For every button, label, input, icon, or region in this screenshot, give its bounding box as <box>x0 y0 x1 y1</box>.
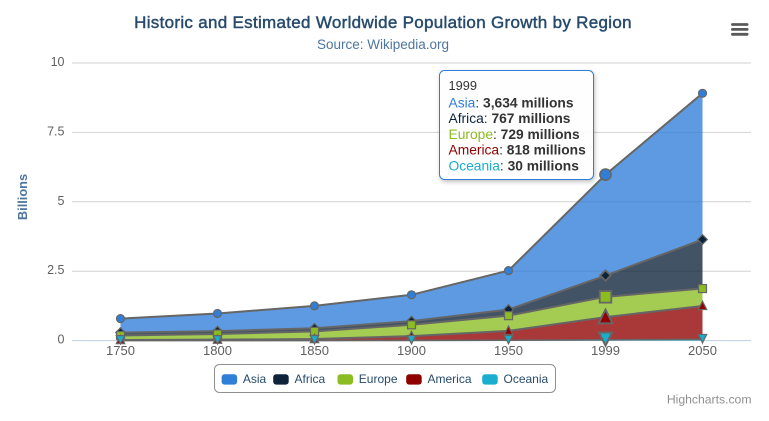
svg-text:Africa: 767 millions: Africa: 767 millions <box>449 111 571 126</box>
svg-text:1999: 1999 <box>449 78 477 93</box>
svg-text:10: 10 <box>51 55 65 69</box>
svg-text:1900: 1900 <box>397 343 426 358</box>
svg-text:Billions: Billions <box>15 174 30 220</box>
svg-text:Oceania: Oceania <box>504 372 549 386</box>
svg-text:2050: 2050 <box>688 343 717 358</box>
svg-text:Asia: 3,634 millions: Asia: 3,634 millions <box>449 95 574 110</box>
svg-text:1750: 1750 <box>106 343 135 358</box>
svg-text:Source: Wikipedia.org: Source: Wikipedia.org <box>317 37 449 52</box>
svg-text:5: 5 <box>58 194 65 208</box>
svg-text:Oceania: 30 millions: Oceania: 30 millions <box>449 159 580 174</box>
svg-text:1999: 1999 <box>591 343 620 358</box>
svg-text:Asia: Asia <box>243 372 267 386</box>
svg-text:1800: 1800 <box>203 343 232 358</box>
svg-text:America: America <box>428 372 472 386</box>
svg-text:0: 0 <box>58 333 65 347</box>
svg-text:Europe: Europe <box>359 372 398 386</box>
svg-text:Europe: 729 millions: Europe: 729 millions <box>449 127 580 142</box>
svg-text:Highcharts.com: Highcharts.com <box>667 393 752 407</box>
svg-text:1950: 1950 <box>494 343 523 358</box>
svg-text:America: 818 millions: America: 818 millions <box>449 143 587 158</box>
svg-text:2.5: 2.5 <box>47 263 64 277</box>
svg-text:Historic and Estimated Worldwi: Historic and Estimated Worldwide Populat… <box>134 13 632 32</box>
svg-text:1850: 1850 <box>300 343 329 358</box>
svg-text:7.5: 7.5 <box>47 124 64 138</box>
svg-text:Africa: Africa <box>295 372 326 386</box>
